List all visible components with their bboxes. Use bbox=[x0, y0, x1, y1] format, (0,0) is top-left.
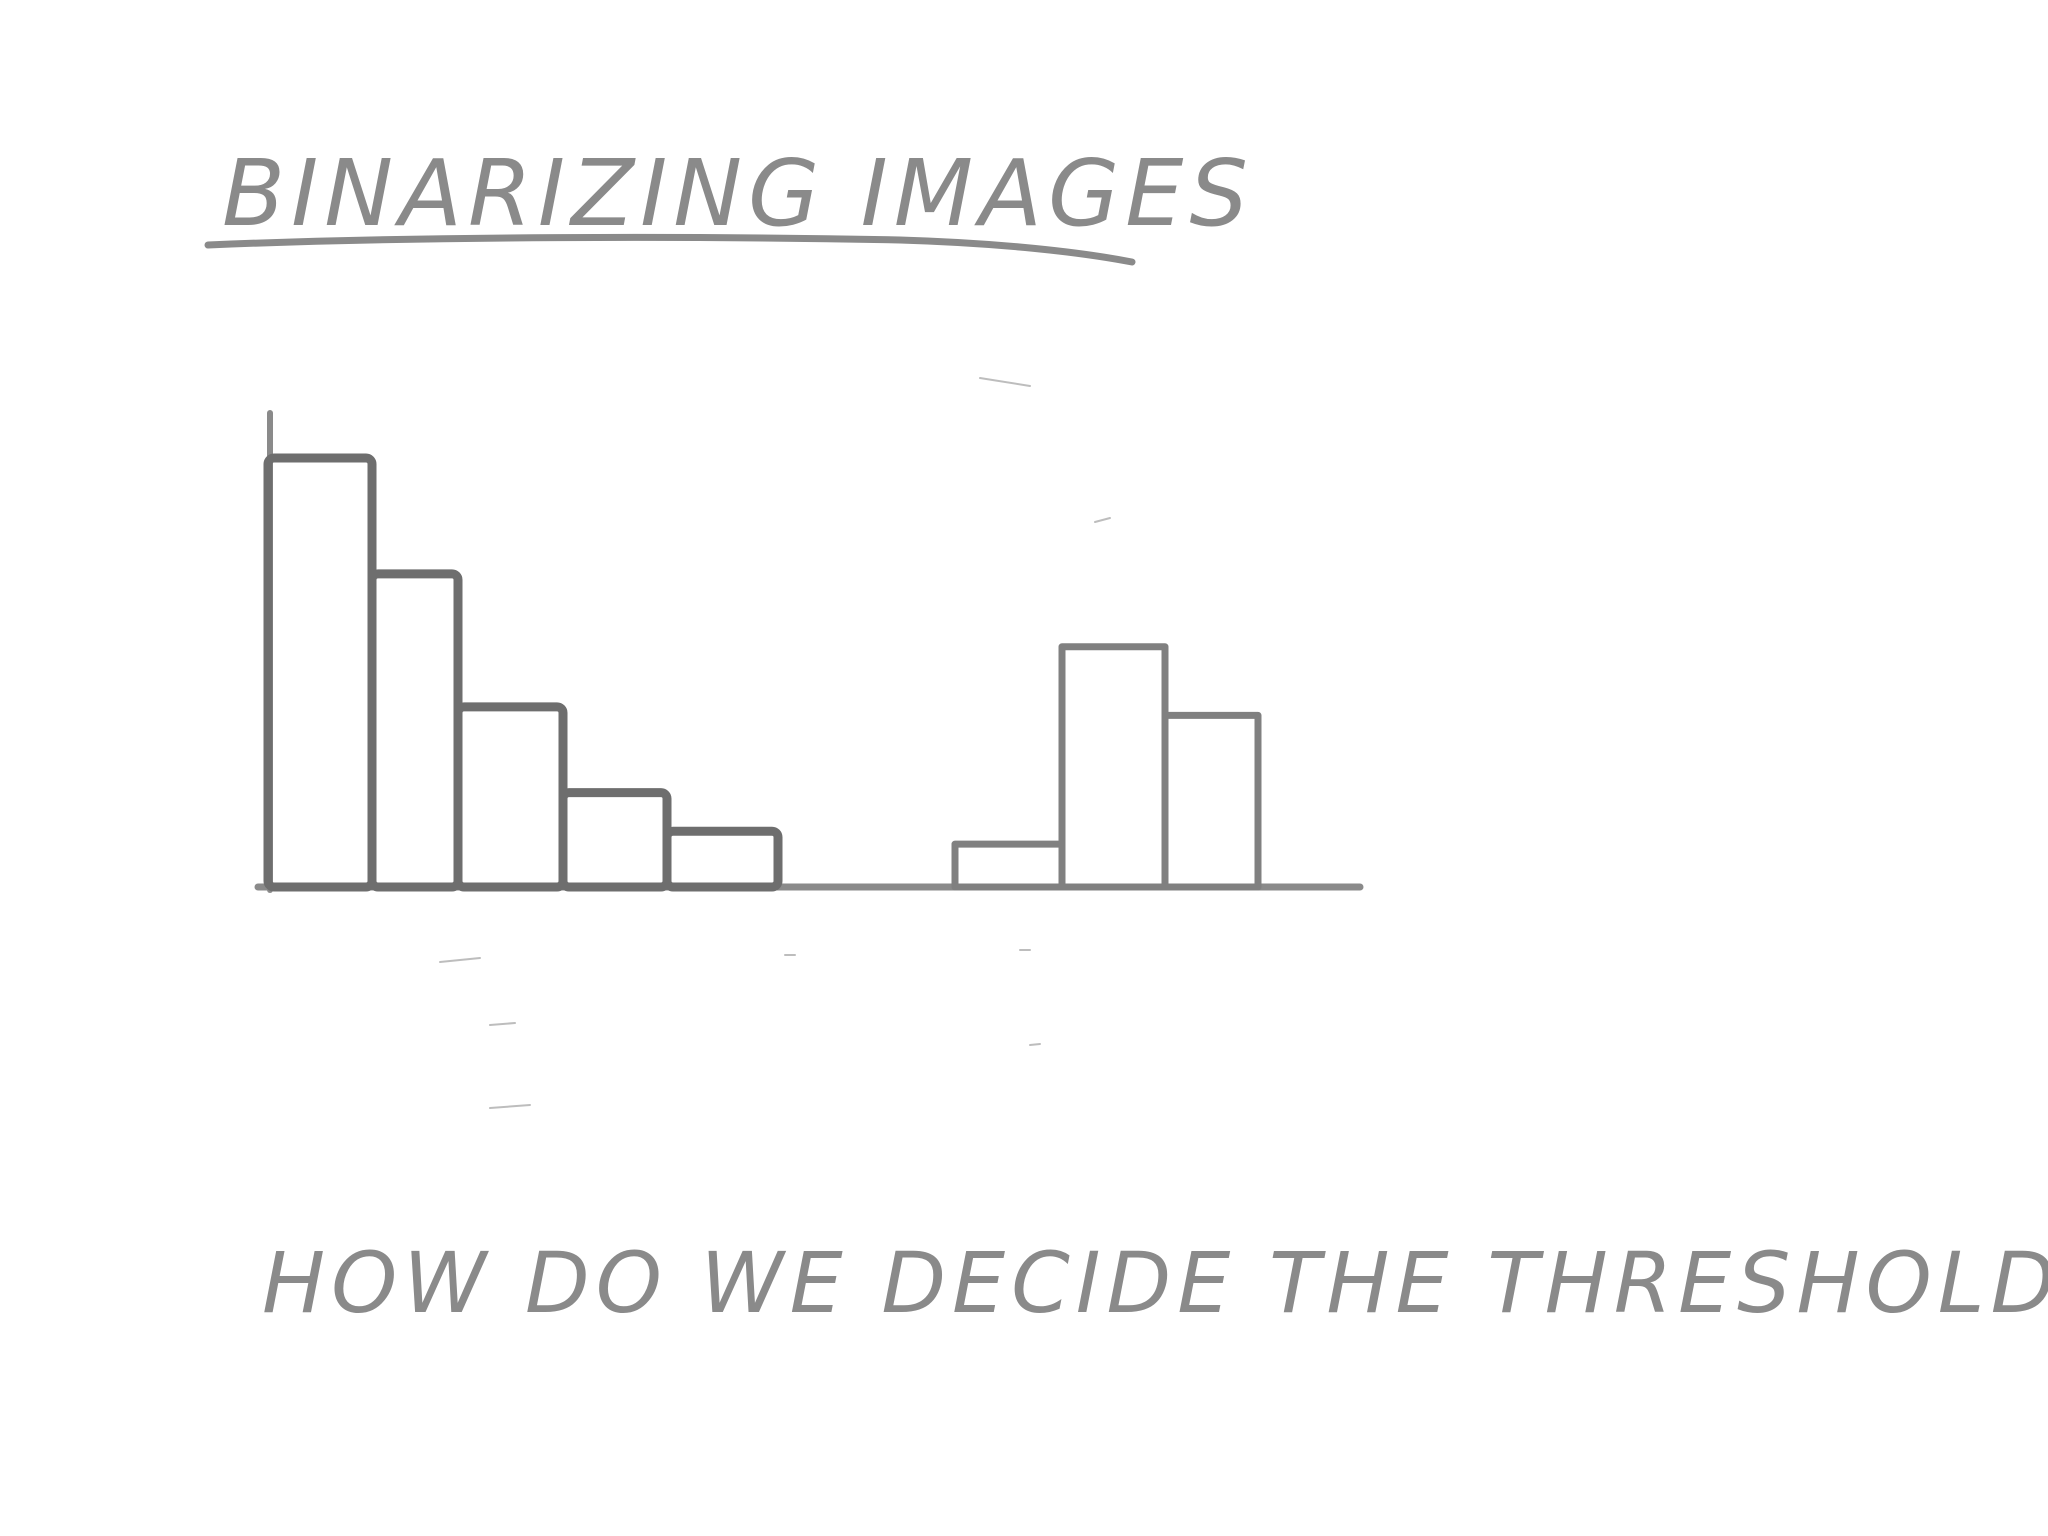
histogram-bar-light bbox=[1058, 643, 1169, 891]
histogram-bar-dark bbox=[453, 702, 568, 892]
histogram-bar-dark bbox=[558, 788, 672, 892]
histogram-bars bbox=[263, 453, 1262, 892]
histogram bbox=[254, 410, 1364, 893]
histogram-bar-dark bbox=[263, 453, 377, 892]
title: BINARIZING IMAGES bbox=[222, 140, 1254, 247]
question: HOW DO WE DECIDE THE THRESHOLD ? bbox=[262, 1234, 2048, 1332]
histogram-bar-dark bbox=[662, 826, 783, 892]
histogram-bar-dark bbox=[367, 569, 463, 892]
histogram-bar-light bbox=[951, 840, 1066, 891]
title-underline bbox=[204, 233, 1136, 266]
histogram-bar-light bbox=[1161, 711, 1262, 891]
smudge-marks bbox=[439, 377, 1111, 1109]
